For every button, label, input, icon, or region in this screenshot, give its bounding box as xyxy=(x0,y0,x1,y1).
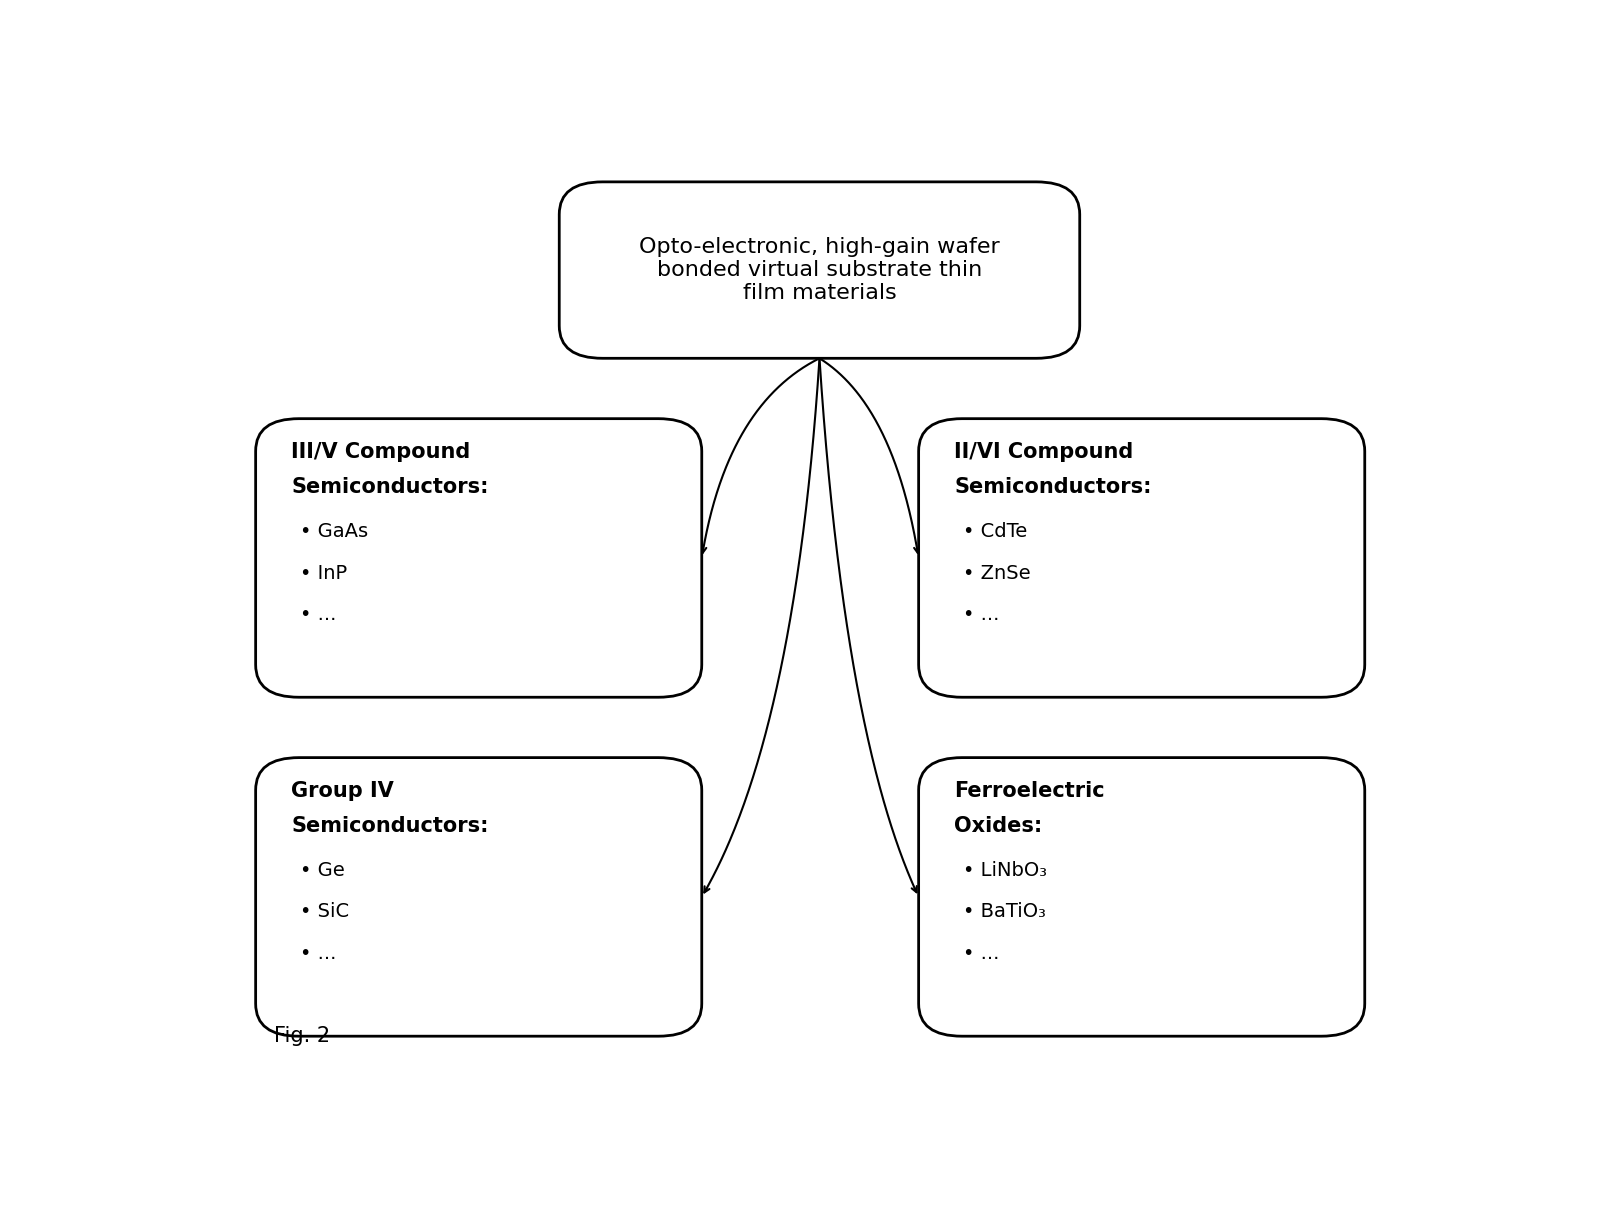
Text: • BaTiO₃: • BaTiO₃ xyxy=(963,902,1046,921)
FancyBboxPatch shape xyxy=(256,418,702,697)
Text: • LiNbO₃: • LiNbO₃ xyxy=(963,861,1047,879)
Text: • ZnSe: • ZnSe xyxy=(963,563,1031,582)
Text: Semiconductors:: Semiconductors: xyxy=(291,478,489,497)
Text: • ...: • ... xyxy=(963,944,999,964)
Text: • ...: • ... xyxy=(301,605,337,625)
FancyBboxPatch shape xyxy=(919,757,1366,1036)
FancyBboxPatch shape xyxy=(560,182,1079,358)
Text: Semiconductors:: Semiconductors: xyxy=(955,478,1151,497)
Text: • GaAs: • GaAs xyxy=(301,522,368,540)
Text: • ...: • ... xyxy=(301,944,337,964)
Text: II/VI Compound: II/VI Compound xyxy=(955,441,1134,462)
Text: Group IV: Group IV xyxy=(291,780,393,801)
Text: • Ge: • Ge xyxy=(301,861,345,879)
Text: Oxides:: Oxides: xyxy=(955,816,1043,836)
Text: • SiC: • SiC xyxy=(301,902,349,921)
Text: Ferroelectric: Ferroelectric xyxy=(955,780,1105,801)
Text: Opto-electronic, high-gain wafer
bonded virtual substrate thin
film materials: Opto-electronic, high-gain wafer bonded … xyxy=(640,236,999,303)
Text: Semiconductors:: Semiconductors: xyxy=(291,816,489,836)
Text: • InP: • InP xyxy=(301,563,347,582)
Text: III/V Compound: III/V Compound xyxy=(291,441,470,462)
Text: • CdTe: • CdTe xyxy=(963,522,1028,540)
FancyBboxPatch shape xyxy=(919,418,1366,697)
Text: Fig. 2: Fig. 2 xyxy=(275,1026,331,1046)
Text: • ...: • ... xyxy=(963,605,999,625)
FancyBboxPatch shape xyxy=(256,757,702,1036)
